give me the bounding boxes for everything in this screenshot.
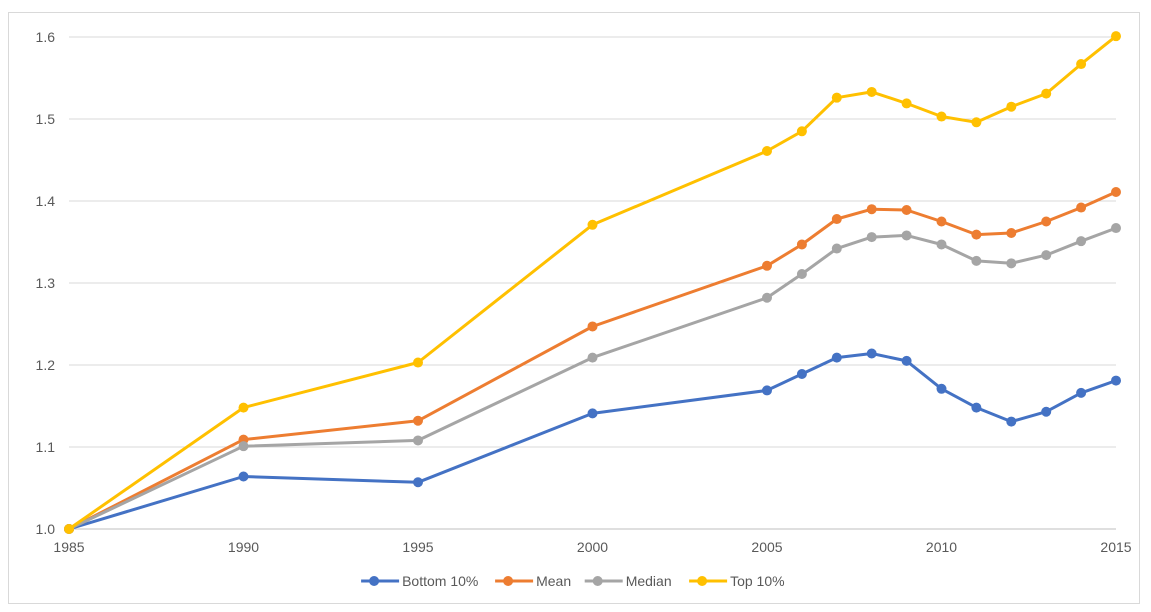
legend-label: Median: [626, 573, 672, 589]
legend-label: Mean: [536, 573, 571, 589]
data-point: [866, 232, 877, 243]
data-point: [936, 111, 947, 122]
data-point: [796, 369, 807, 380]
legend-label: Top 10%: [730, 573, 784, 589]
data-point: [796, 239, 807, 250]
x-tick-label: 2000: [577, 539, 608, 555]
series-layer: [64, 31, 1121, 534]
x-tick-label: 2015: [1100, 539, 1131, 555]
data-point: [901, 205, 912, 216]
y-tick-label: 1.1: [36, 439, 56, 455]
x-tick-label: 2005: [751, 539, 782, 555]
data-point: [64, 524, 74, 534]
data-point: [971, 229, 982, 240]
data-point: [831, 352, 842, 363]
series-top-10: [64, 31, 1121, 534]
line-chart: 1.0 1.1 1.2 1.3 1.4 1.5 1.6 1985 1990 1995 2000 200…: [36, 29, 1132, 589]
axes: 1.0 1.1 1.2 1.3 1.4 1.5 1.6 1985 1990 1995 2000 200…: [36, 29, 1132, 555]
legend-marker: [503, 576, 514, 586]
data-point: [1041, 216, 1052, 227]
data-point: [1076, 387, 1087, 398]
data-point: [413, 357, 423, 368]
y-tick-label: 1.5: [36, 111, 56, 127]
data-point: [1041, 88, 1052, 99]
data-point: [587, 352, 598, 363]
data-point: [1111, 375, 1121, 386]
data-point: [796, 268, 807, 279]
data-point: [762, 145, 772, 156]
legend-marker: [697, 576, 708, 586]
data-point: [831, 243, 842, 254]
series-line: [68, 226, 1117, 531]
x-tick-label: 1985: [53, 539, 84, 555]
y-tick-label: 1.4: [36, 193, 56, 209]
data-point: [762, 260, 772, 271]
data-point: [1006, 101, 1017, 112]
legend-entry: Bottom 10%: [361, 573, 478, 589]
data-point: [971, 402, 982, 413]
data-point: [866, 348, 877, 359]
data-point: [936, 239, 947, 250]
data-point: [901, 355, 912, 366]
data-point: [1111, 31, 1121, 42]
data-point: [1006, 416, 1017, 427]
legend-entry: Top 10%: [689, 573, 785, 589]
data-point: [413, 415, 423, 426]
data-point: [762, 292, 772, 303]
data-point: [1111, 223, 1121, 234]
data-point: [1076, 202, 1087, 213]
x-tick-label: 2010: [926, 539, 957, 555]
data-point: [796, 126, 807, 137]
data-point: [1076, 236, 1087, 247]
data-point: [831, 214, 842, 225]
x-tick-label: 1995: [402, 539, 433, 555]
legend-marker: [592, 576, 603, 586]
data-point: [238, 471, 249, 482]
legend-entry: Median: [584, 573, 672, 589]
y-tick-label: 1.0: [36, 521, 56, 537]
x-tick-label: 1990: [228, 539, 259, 555]
data-point: [866, 86, 877, 97]
data-point: [1076, 59, 1087, 70]
y-tick-label: 1.3: [36, 275, 56, 291]
data-point: [1006, 258, 1017, 269]
data-point: [1111, 186, 1121, 197]
data-point: [1006, 227, 1017, 238]
gridlines: [69, 36, 1116, 448]
legend-marker: [369, 576, 380, 586]
legend: Bottom 10% Mean Median Top 10%: [361, 573, 785, 589]
data-point: [971, 255, 982, 266]
data-point: [936, 383, 947, 394]
data-point: [936, 216, 947, 227]
series-line: [68, 352, 1117, 531]
legend-label: Bottom 10%: [402, 573, 478, 589]
data-point: [587, 219, 598, 230]
y-tick-label: 1.6: [36, 29, 56, 45]
legend-entry: Mean: [495, 573, 571, 589]
data-point: [971, 117, 982, 128]
data-point: [901, 98, 912, 109]
series-mean: [64, 186, 1121, 534]
data-point: [587, 408, 598, 419]
y-tick-label: 1.2: [36, 357, 56, 373]
data-point: [413, 477, 423, 488]
data-point: [1041, 250, 1052, 261]
data-point: [901, 230, 912, 241]
data-point: [1041, 406, 1052, 417]
data-point: [238, 441, 249, 452]
data-point: [762, 385, 772, 396]
data-point: [238, 402, 249, 413]
chart-frame: 1.0 1.1 1.2 1.3 1.4 1.5 1.6 1985 1990 1995 2000 200…: [8, 12, 1140, 604]
data-point: [587, 321, 598, 332]
series-median: [64, 223, 1121, 534]
data-point: [831, 92, 842, 103]
series-bottom-10: [64, 348, 1121, 534]
data-point: [866, 204, 877, 215]
data-point: [413, 435, 423, 446]
